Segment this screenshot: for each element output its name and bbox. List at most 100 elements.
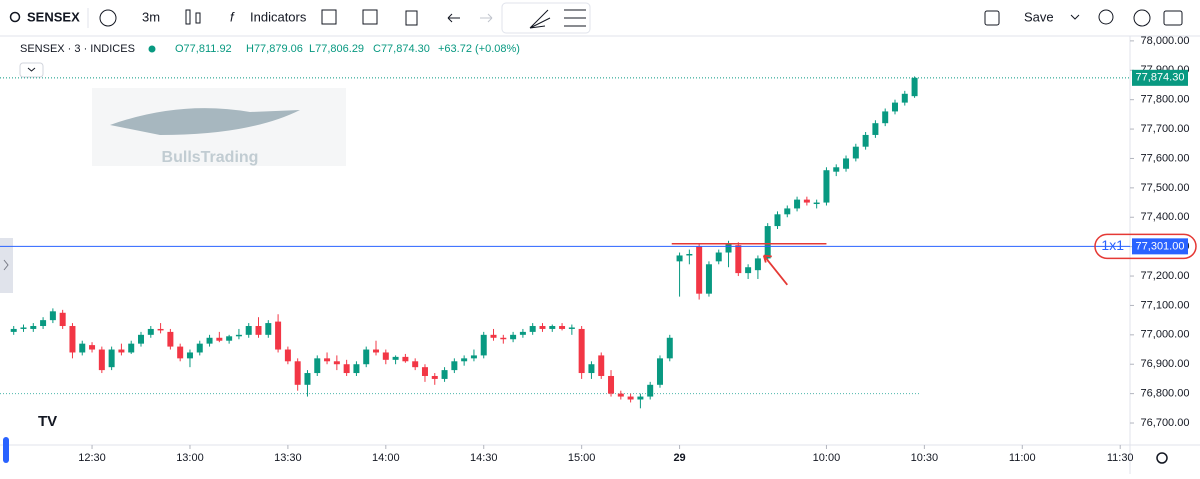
x-tick-label: 11:30 <box>1107 452 1134 464</box>
watermark-text: BullsTrading <box>162 149 259 166</box>
symbol[interactable]: SENSEX <box>27 9 80 24</box>
x-tick-label: 29 <box>673 452 685 464</box>
last-price-bg <box>1132 69 1188 86</box>
candle-body <box>774 214 781 227</box>
candle-body <box>451 361 458 371</box>
axis-settings[interactable] <box>1156 452 1168 464</box>
sidebar-toggle[interactable] <box>0 238 13 293</box>
lines-tool[interactable] <box>564 9 586 27</box>
candle-body <box>470 355 477 359</box>
y-tick-label: 77,700.00 <box>1141 123 1190 135</box>
x-tick-label: 10:30 <box>911 452 939 464</box>
delete[interactable] <box>405 10 418 26</box>
candle-body <box>549 326 556 329</box>
scroll-handle[interactable] <box>3 437 9 463</box>
market-status <box>148 45 156 53</box>
candle-body <box>705 264 712 294</box>
y-tick-label: 77,100.00 <box>1141 299 1190 311</box>
candle-body <box>617 393 624 397</box>
last-price-label: 77,874.30 <box>1136 72 1185 84</box>
candle-body <box>157 328 164 331</box>
candle-body <box>490 334 497 338</box>
legend-low: L77,806.29 <box>309 43 364 55</box>
y-tick-label: 76,700.00 <box>1141 417 1190 429</box>
candle-body <box>177 346 184 359</box>
candle-body <box>343 364 350 374</box>
candle-body <box>324 358 331 362</box>
candle-body <box>696 246 703 294</box>
settings[interactable] <box>1133 9 1151 27</box>
legend-open: O77,811.92 <box>175 43 232 55</box>
save[interactable]: Save <box>1024 9 1054 24</box>
candle-body <box>852 146 859 159</box>
candle-body <box>353 364 360 374</box>
y-tick-label: 76,900.00 <box>1141 358 1190 370</box>
candle-body <box>79 343 86 353</box>
candle-body <box>196 343 203 353</box>
candle-body <box>89 345 96 350</box>
candle-body <box>245 326 252 335</box>
candle-body <box>715 252 722 262</box>
candle-body <box>255 326 262 335</box>
watermark-bull <box>110 108 300 135</box>
highlight-ellipse <box>1094 233 1197 260</box>
x-tick-label: 13:30 <box>274 452 302 464</box>
candle-body <box>98 349 105 371</box>
arrow <box>762 254 788 286</box>
collapse-icon <box>27 67 36 72</box>
candle-body <box>500 337 507 340</box>
candle-body <box>441 370 448 379</box>
undo[interactable] <box>447 13 460 23</box>
save-menu[interactable] <box>1070 14 1080 20</box>
x-tick-label: 15:00 <box>568 452 596 464</box>
candle-body <box>754 258 761 271</box>
x-tick-label: 14:30 <box>470 452 498 464</box>
candle-body <box>69 326 76 353</box>
candle-body <box>382 352 389 360</box>
candle-body <box>833 167 840 172</box>
candle-body <box>265 323 272 335</box>
checkbox[interactable] <box>984 10 1000 26</box>
watermark: BullsTrading <box>92 88 346 166</box>
candle-body <box>235 334 242 337</box>
y-tick-label: 77,600.00 <box>1141 152 1190 164</box>
y-tick-label: 77,400.00 <box>1141 211 1190 223</box>
y-tick-label: 77,000.00 <box>1141 329 1190 341</box>
chart-type[interactable] <box>185 9 191 25</box>
candle-body <box>412 361 419 368</box>
horizontal-line-tag: 1x1 <box>1101 237 1124 253</box>
candle-body <box>666 337 673 359</box>
add-symbol[interactable] <box>99 9 117 27</box>
candle-body <box>745 267 752 274</box>
fib-tool[interactable] <box>529 9 551 29</box>
candle-body <box>891 102 898 112</box>
y-tick-label: 77,200.00 <box>1141 270 1190 282</box>
alerts[interactable] <box>362 9 378 25</box>
candle-body <box>519 331 526 335</box>
x-tick-label: 12:30 <box>78 452 106 464</box>
quick-search[interactable] <box>1098 9 1114 25</box>
legend-close: C77,874.30 <box>373 43 430 55</box>
candle-body <box>803 199 810 203</box>
candle-body <box>30 326 37 329</box>
candle-body <box>421 367 428 376</box>
candle-body <box>10 328 17 332</box>
candle-body <box>598 355 605 376</box>
candle-body <box>167 331 174 347</box>
search-icon[interactable] <box>9 11 21 23</box>
collapse-legend[interactable] <box>19 62 44 78</box>
indicators[interactable]: Indicators <box>250 9 307 24</box>
candle-body <box>363 349 370 365</box>
candle-body <box>568 327 575 329</box>
layouts[interactable] <box>321 9 337 25</box>
candle-body <box>529 326 536 332</box>
candle-body <box>147 328 154 335</box>
interval[interactable]: 3m <box>142 9 160 24</box>
candle-body <box>578 328 585 374</box>
candle-body <box>431 375 438 379</box>
chart-type-2 <box>195 12 201 24</box>
snapshot[interactable] <box>1163 10 1183 26</box>
candle-body <box>108 349 115 368</box>
candle-body <box>461 358 468 362</box>
